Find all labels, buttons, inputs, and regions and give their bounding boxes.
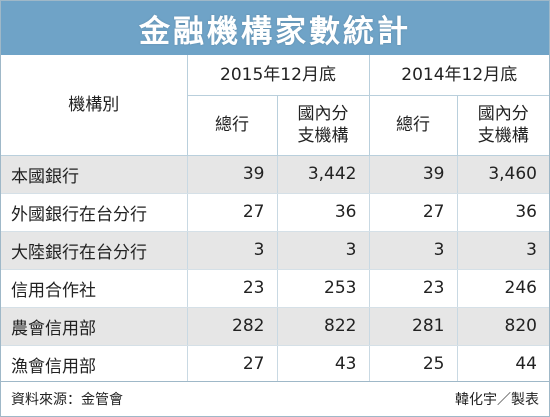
table-title: 金融機構家數統計	[139, 13, 411, 50]
branch-header-line1: 國內分	[297, 104, 349, 124]
head-office-2014: 23	[368, 269, 457, 308]
branches-2015: 822	[276, 307, 369, 346]
institution-name: 大陸銀行在台分行	[1, 231, 187, 270]
branches-2014: 3	[456, 231, 549, 270]
branches-2015: 253	[276, 269, 369, 308]
branch-header-line2: 支機構	[477, 126, 529, 146]
credit-note: 韓化宇／製表	[455, 392, 539, 408]
branches-2015: 36	[276, 193, 369, 232]
header-row-columns: 總行 國內分 支機構 總行 國內分 支機構	[1, 95, 549, 156]
institution-name: 外國銀行在台分行	[1, 193, 187, 232]
title-bar: 金融機構家數統計	[1, 1, 549, 55]
head-office-2014: 281	[368, 307, 457, 346]
branches-2014: 246	[456, 269, 549, 308]
institution-name: 農會信用部	[1, 307, 187, 346]
head-office-2015: 27	[186, 193, 277, 232]
branches-2014: 820	[456, 307, 549, 346]
head-office-header-2014: 總行	[368, 95, 457, 156]
table-row: 信用合作社 23 253 23 246	[1, 269, 549, 308]
head-office-2014: 25	[368, 345, 457, 384]
branches-2015: 3,442	[276, 155, 369, 194]
branch-header-line1: 國內分	[477, 104, 529, 124]
table-row: 農會信用部 282 822 281 820	[1, 307, 549, 346]
table-row: 大陸銀行在台分行 3 3 3 3	[1, 231, 549, 270]
head-office-2015: 27	[186, 345, 277, 384]
institution-name: 本國銀行	[1, 155, 187, 194]
head-office-2015: 3	[186, 231, 277, 270]
table-row: 漁會信用部 27 43 25 44	[1, 345, 549, 384]
branch-header-2015: 國內分 支機構	[276, 95, 369, 156]
branch-header-line2: 支機構	[297, 126, 349, 146]
table-row: 本國銀行 39 3,442 39 3,460	[1, 155, 549, 194]
institution-name: 漁會信用部	[1, 345, 187, 384]
head-office-2014: 39	[368, 155, 457, 194]
period-2014-header: 2014年12月底	[368, 55, 549, 96]
branches-2014: 36	[456, 193, 549, 232]
branch-header-2014: 國內分 支機構	[456, 95, 549, 156]
branches-2015: 43	[276, 345, 369, 384]
head-office-2015: 39	[186, 155, 277, 194]
footer: 資料來源：金管會 韓化宇／製表	[1, 381, 549, 416]
head-office-2014: 3	[368, 231, 457, 270]
branches-2014: 3,460	[456, 155, 549, 194]
head-office-2014: 27	[368, 193, 457, 232]
period-2015-header: 2015年12月底	[186, 55, 369, 96]
branches-2014: 44	[456, 345, 549, 384]
statistics-table: 機構別 2015年12月底 2014年12月底 總行 國內分 支機構 總行 國內…	[1, 55, 549, 384]
head-office-2015: 23	[186, 269, 277, 308]
source-note: 資料來源：金管會	[11, 392, 123, 408]
header-row-periods: 機構別 2015年12月底 2014年12月底	[1, 55, 549, 156]
category-header: 機構別	[1, 55, 187, 156]
branches-2015: 3	[276, 231, 369, 270]
head-office-2015: 282	[186, 307, 277, 346]
institution-name: 信用合作社	[1, 269, 187, 308]
table-row: 外國銀行在台分行 27 36 27 36	[1, 193, 549, 232]
head-office-header-2015: 總行	[186, 95, 277, 156]
